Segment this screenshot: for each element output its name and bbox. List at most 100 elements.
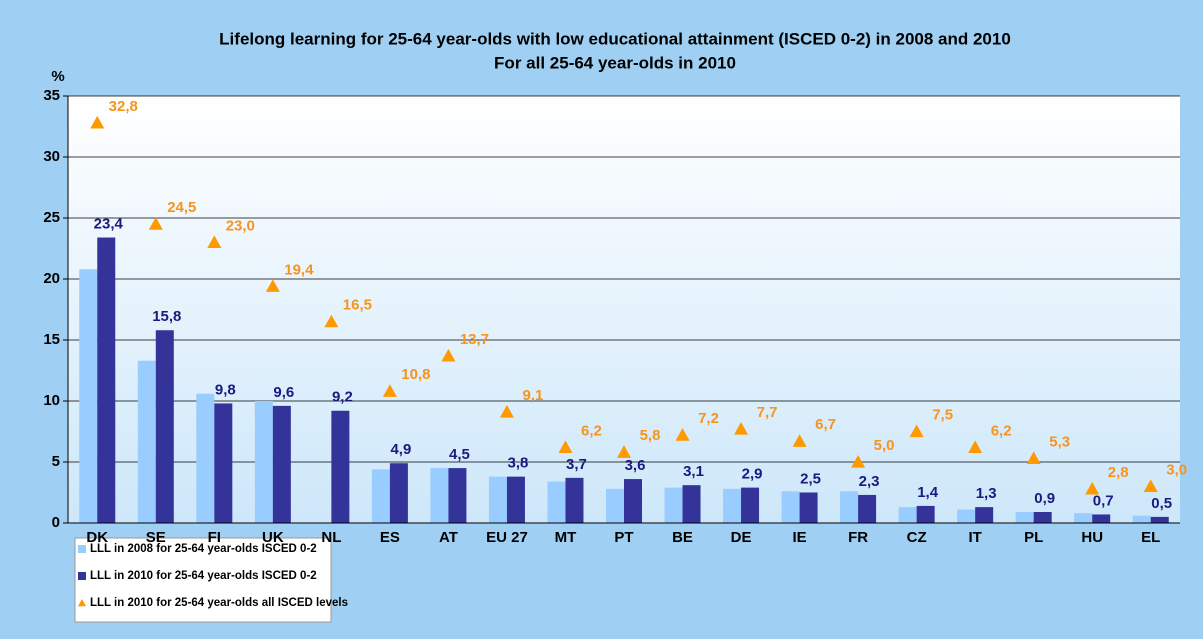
bar xyxy=(781,491,800,523)
bar xyxy=(858,494,877,523)
data-label: 4,5 xyxy=(449,446,470,463)
bar xyxy=(723,488,742,523)
data-label: 1,3 xyxy=(976,485,997,502)
y-tick-label: 0 xyxy=(52,514,60,531)
x-tick-label: ES xyxy=(380,529,400,546)
triangle-marker xyxy=(675,428,690,441)
y-tick-label: 20 xyxy=(43,270,60,287)
data-label: 6,7 xyxy=(815,416,836,433)
triangle-marker xyxy=(851,455,866,468)
data-label: 3,7 xyxy=(566,456,587,473)
data-label: 1,4 xyxy=(917,484,939,501)
y-tick-label: 10 xyxy=(43,392,60,409)
bar xyxy=(547,481,566,523)
data-label: 9,8 xyxy=(215,381,236,398)
data-label: 9,1 xyxy=(523,387,544,404)
bar xyxy=(565,477,584,523)
y-tick-label: 5 xyxy=(52,453,60,470)
bar xyxy=(957,509,976,523)
bar xyxy=(448,468,467,523)
data-label: 5,8 xyxy=(640,427,661,444)
data-label: 19,4 xyxy=(284,261,314,278)
bar xyxy=(155,330,174,523)
data-label: 5,3 xyxy=(1049,433,1070,450)
bar xyxy=(371,469,390,523)
x-tick-label: UK xyxy=(262,529,284,546)
bar xyxy=(331,410,350,523)
bar xyxy=(898,507,917,523)
data-label: 24,5 xyxy=(167,199,196,216)
triangle-marker xyxy=(1026,451,1041,464)
data-label: 15,8 xyxy=(152,308,181,325)
data-label: 5,0 xyxy=(874,437,895,454)
bar xyxy=(1074,513,1093,523)
x-tick-label: FI xyxy=(208,529,221,546)
x-tick-label: IT xyxy=(968,529,981,546)
x-tick-label: HU xyxy=(1081,529,1103,546)
bar xyxy=(1015,512,1034,523)
legend-swatch xyxy=(78,545,86,553)
bar xyxy=(741,487,760,523)
legend-swatch xyxy=(78,599,86,607)
bar xyxy=(506,476,525,523)
data-label: 16,5 xyxy=(343,297,372,314)
triangle-marker xyxy=(1085,481,1100,495)
bar xyxy=(975,507,994,523)
bar xyxy=(97,237,116,523)
data-label: 3,8 xyxy=(508,455,529,472)
bar xyxy=(624,479,642,523)
data-label: 6,2 xyxy=(581,422,602,439)
bar xyxy=(214,403,233,523)
data-label: 6,2 xyxy=(991,422,1012,439)
triangle-marker xyxy=(207,235,222,248)
data-label: 2,8 xyxy=(1108,464,1129,481)
bar xyxy=(799,492,818,523)
x-tick-label: EL xyxy=(1141,529,1160,546)
data-label: 9,2 xyxy=(332,389,353,406)
y-axis-label: % xyxy=(51,68,64,85)
x-tick-label: BE xyxy=(672,529,693,546)
data-label: 32,8 xyxy=(109,98,138,115)
data-label: 7,5 xyxy=(932,406,953,423)
data-label: 0,7 xyxy=(1093,492,1114,509)
data-label: 2,9 xyxy=(742,466,763,483)
y-tick-label: 25 xyxy=(43,209,60,226)
bar xyxy=(272,405,291,523)
x-tick-label: MT xyxy=(555,529,577,546)
data-label: 7,7 xyxy=(757,404,778,421)
chart-title: Lifelong learning for 25-64 year-olds wi… xyxy=(219,29,1011,48)
data-label: 7,2 xyxy=(698,410,719,427)
x-tick-label: AT xyxy=(439,529,458,546)
y-tick-label: 15 xyxy=(43,331,60,348)
bar xyxy=(682,485,701,523)
legend-label: LLL in 2010 for 25-64 year-olds all ISCE… xyxy=(90,597,348,609)
triangle-marker xyxy=(499,404,514,418)
data-label: 3,1 xyxy=(683,463,704,480)
x-tick-label: PL xyxy=(1024,529,1043,546)
chart-subtitle: For all 25-64 year-olds in 2010 xyxy=(494,53,736,72)
data-label: 2,5 xyxy=(800,470,821,487)
triangle-marker xyxy=(968,440,983,453)
bar xyxy=(916,505,935,523)
bar xyxy=(664,487,683,523)
triangle-marker xyxy=(90,115,105,129)
triangle-marker xyxy=(792,434,807,447)
bar xyxy=(606,488,624,523)
bar xyxy=(430,468,449,523)
y-tick-label: 35 xyxy=(43,87,60,104)
data-label: 13,7 xyxy=(460,331,489,348)
x-tick-label: DK xyxy=(86,529,108,546)
bar xyxy=(254,401,273,523)
legend-label: LLL in 2010 for 25-64 year-olds ISCED 0-… xyxy=(90,570,317,582)
x-tick-label: NL xyxy=(321,529,341,546)
bar xyxy=(488,476,507,523)
bar xyxy=(137,360,156,523)
x-tick-label: SE xyxy=(146,529,166,546)
data-label: 10,8 xyxy=(401,366,430,383)
triangle-marker xyxy=(558,440,573,453)
bar xyxy=(1150,516,1169,523)
data-label: 3,6 xyxy=(625,457,646,474)
data-label: 3,0 xyxy=(1166,461,1187,478)
data-label: 23,4 xyxy=(94,215,124,232)
